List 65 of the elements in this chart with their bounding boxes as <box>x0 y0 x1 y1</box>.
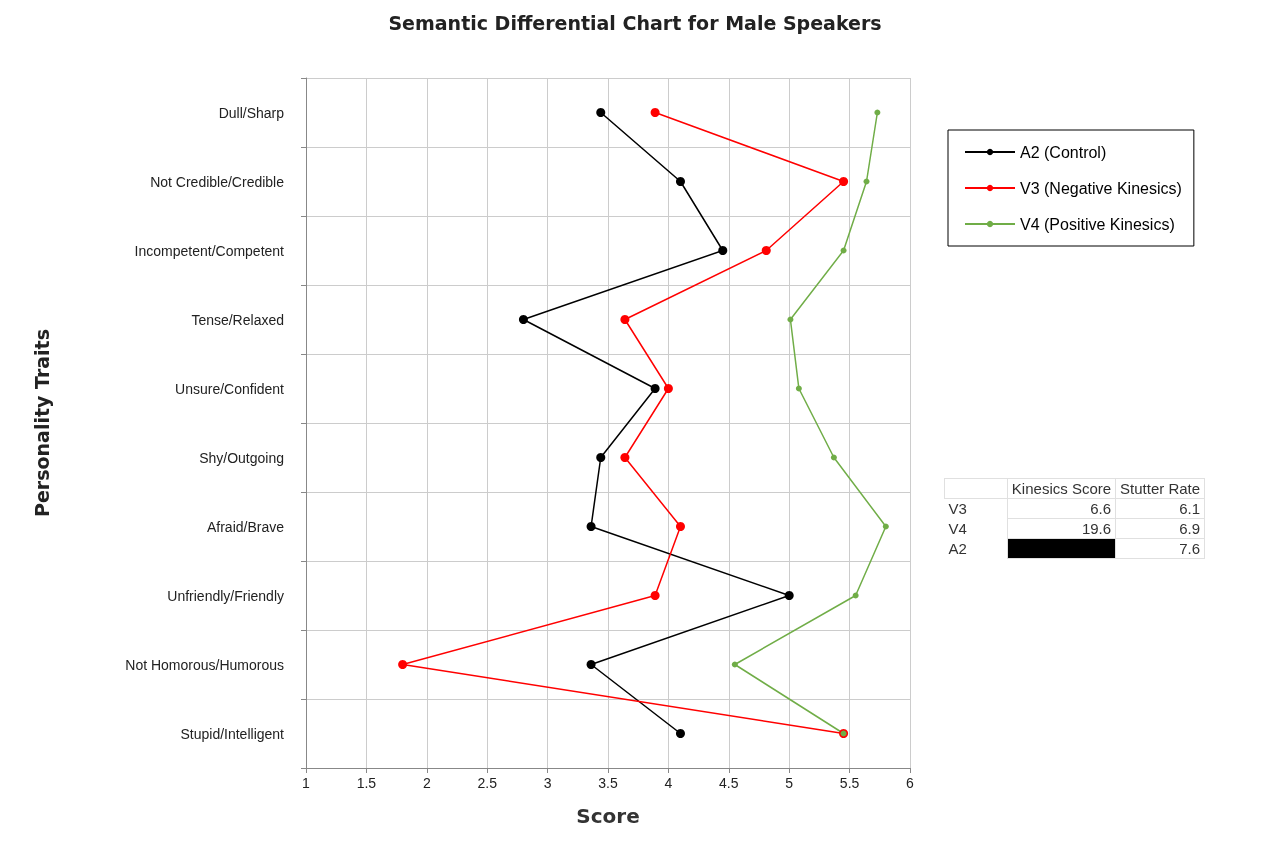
y-tick-label: Unsure/Confident <box>175 380 285 397</box>
point <box>863 178 870 185</box>
point <box>784 591 794 600</box>
y-tick-label: Unfriendly/Friendly <box>167 587 284 604</box>
legend-label: V3 (Negative Kinesics) <box>1020 179 1182 197</box>
point <box>830 454 837 461</box>
data-label: 6.6 <box>1007 498 1116 519</box>
x-tick-label: 4 <box>664 775 673 791</box>
y-tick-label: Incompetent/Competent <box>134 242 285 259</box>
point <box>398 660 408 669</box>
point <box>650 108 660 117</box>
legend-label: Kinesics Score <box>1007 478 1116 499</box>
data-label: 7.6 <box>1115 538 1205 559</box>
y-axis-title: Personality Traits <box>30 329 53 517</box>
point <box>650 384 660 393</box>
text: Stutter Rate <box>1115 478 1205 499</box>
point <box>761 246 771 255</box>
point <box>718 246 728 255</box>
point <box>663 384 673 393</box>
y-tick-label: Stupid/Intelligent <box>180 725 285 742</box>
x-tick-label: 5.5 <box>839 775 860 791</box>
data-label: 19.6 <box>1007 518 1116 539</box>
point <box>874 109 881 116</box>
y-tick-label: Not Homorous/Humorous <box>125 656 284 673</box>
x-tick-label: 2 <box>422 775 431 791</box>
y-tick-label: Dull/Sharp <box>218 104 285 121</box>
y-tick-label: Tense/Relaxed <box>191 311 284 328</box>
x-tick-label: 6 <box>906 775 915 791</box>
point <box>731 661 738 668</box>
x-tick-label: 3.5 <box>598 775 618 791</box>
x-axis-title: Score <box>576 804 640 828</box>
x-tick-label: 5 <box>785 775 794 791</box>
point <box>787 316 794 323</box>
point <box>839 177 849 186</box>
category-label: V3 <box>947 499 968 519</box>
y-tick-label: Afraid/Brave <box>206 518 285 535</box>
legend-label: A2 (Control) <box>1020 143 1107 161</box>
y-tick-label: Not Credible/Credible <box>150 173 285 190</box>
point <box>675 177 685 186</box>
point <box>650 591 660 600</box>
legend-label: V4 (Positive Kinesics) <box>1020 215 1175 233</box>
point <box>620 453 630 462</box>
data-label: 6.9 <box>1115 518 1205 539</box>
x-tick-label: 1.5 <box>356 775 377 791</box>
x-tick-label: 2.5 <box>477 775 498 791</box>
chart-title: Semantic Differential Chart for Male Speakers <box>388 11 882 34</box>
point <box>882 523 889 530</box>
point <box>586 522 596 531</box>
point <box>795 385 802 392</box>
point <box>596 108 606 117</box>
category-label: A2 <box>947 539 968 559</box>
point <box>596 453 606 462</box>
category-label: V4 <box>947 519 968 539</box>
y-tick-label: Shy/Outgoing <box>199 449 284 466</box>
point <box>840 247 847 254</box>
point <box>586 660 596 669</box>
point <box>675 729 685 738</box>
point <box>620 315 630 324</box>
point <box>852 592 859 599</box>
x-tick-label: 3 <box>543 775 552 791</box>
point <box>518 315 528 324</box>
x-tick-label: 1 <box>302 775 311 791</box>
x-tick-label: 4.5 <box>719 775 739 791</box>
data-label: 6.1 <box>1115 498 1205 519</box>
point <box>675 522 685 531</box>
